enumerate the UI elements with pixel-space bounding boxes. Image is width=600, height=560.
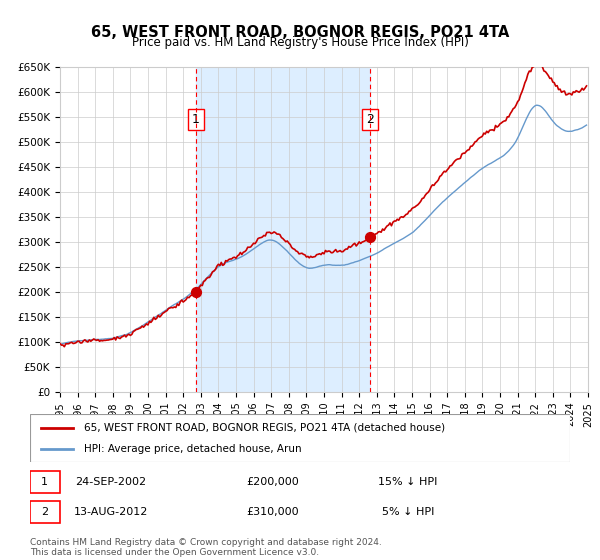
Text: 15% ↓ HPI: 15% ↓ HPI [379, 477, 437, 487]
Text: 1: 1 [192, 113, 200, 126]
FancyBboxPatch shape [30, 414, 570, 462]
Text: 65, WEST FRONT ROAD, BOGNOR REGIS, PO21 4TA: 65, WEST FRONT ROAD, BOGNOR REGIS, PO21 … [91, 25, 509, 40]
Text: £200,000: £200,000 [247, 477, 299, 487]
Point [191, 288, 201, 297]
Text: 2: 2 [41, 507, 48, 517]
Text: 65, WEST FRONT ROAD, BOGNOR REGIS, PO21 4TA (detached house): 65, WEST FRONT ROAD, BOGNOR REGIS, PO21 … [84, 423, 445, 433]
FancyBboxPatch shape [30, 471, 60, 493]
Text: 13-AUG-2012: 13-AUG-2012 [74, 507, 148, 517]
Text: Price paid vs. HM Land Registry's House Price Index (HPI): Price paid vs. HM Land Registry's House … [131, 36, 469, 49]
Point [365, 232, 375, 241]
Text: £310,000: £310,000 [247, 507, 299, 517]
Text: HPI: Average price, detached house, Arun: HPI: Average price, detached house, Arun [84, 444, 302, 454]
Text: 24-SEP-2002: 24-SEP-2002 [76, 477, 146, 487]
Bar [196, 67, 370, 392]
Text: Contains HM Land Registry data © Crown copyright and database right 2024.
This d: Contains HM Land Registry data © Crown c… [30, 538, 382, 557]
Text: 5% ↓ HPI: 5% ↓ HPI [382, 507, 434, 517]
Text: 2: 2 [366, 113, 374, 126]
FancyBboxPatch shape [30, 501, 60, 524]
Text: 1: 1 [41, 477, 48, 487]
